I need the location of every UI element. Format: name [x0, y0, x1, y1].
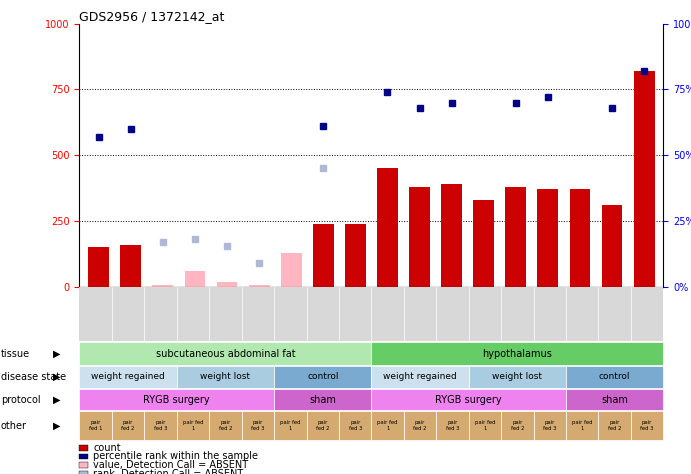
Text: pair
fed 3: pair fed 3	[543, 420, 556, 431]
Text: ▶: ▶	[53, 420, 60, 431]
Text: pair fed
1: pair fed 1	[182, 420, 203, 431]
Text: pair
fed 2: pair fed 2	[608, 420, 621, 431]
Text: control: control	[307, 373, 339, 381]
Text: pair
fed 3: pair fed 3	[641, 420, 654, 431]
Bar	[120, 245, 141, 287]
Text: pair
fed 1: pair fed 1	[89, 420, 102, 431]
Bar	[377, 168, 398, 287]
Bar	[505, 187, 527, 287]
Bar	[569, 190, 590, 287]
Bar	[473, 200, 494, 287]
Text: pair
fed 3: pair fed 3	[252, 420, 265, 431]
Text: ▶: ▶	[53, 348, 60, 359]
Text: pair
fed 2: pair fed 2	[413, 420, 427, 431]
Text: subcutaneous abdominal fat: subcutaneous abdominal fat	[155, 348, 295, 359]
Text: RYGB surgery: RYGB surgery	[144, 394, 210, 405]
Text: hypothalamus: hypothalamus	[482, 348, 552, 359]
Bar	[313, 224, 334, 287]
Text: pair
fed 2: pair fed 2	[218, 420, 232, 431]
Text: protocol: protocol	[1, 394, 40, 405]
Text: pair
fed 3: pair fed 3	[154, 420, 167, 431]
Bar	[216, 282, 238, 287]
Text: control: control	[599, 373, 630, 381]
Text: value, Detection Call = ABSENT: value, Detection Call = ABSENT	[93, 460, 248, 470]
Text: disease state: disease state	[1, 372, 66, 382]
Text: pair
fed 3: pair fed 3	[446, 420, 460, 431]
Text: RYGB surgery: RYGB surgery	[435, 394, 502, 405]
Bar	[441, 184, 462, 287]
Text: pair fed
1: pair fed 1	[377, 420, 398, 431]
Text: pair fed
1: pair fed 1	[280, 420, 301, 431]
Text: pair
fed 2: pair fed 2	[316, 420, 330, 431]
Bar	[153, 285, 173, 287]
Bar	[249, 285, 269, 287]
Text: pair
fed 2: pair fed 2	[511, 420, 524, 431]
Text: ▶: ▶	[53, 394, 60, 405]
Text: pair
fed 3: pair fed 3	[348, 420, 362, 431]
Text: weight lost: weight lost	[493, 373, 542, 381]
Text: ▶: ▶	[53, 372, 60, 382]
Bar	[281, 253, 302, 287]
Bar	[345, 224, 366, 287]
Bar	[634, 71, 654, 287]
Text: rank, Detection Call = ABSENT: rank, Detection Call = ABSENT	[93, 468, 243, 474]
Text: tissue: tissue	[1, 348, 30, 359]
Bar	[409, 187, 430, 287]
Text: other: other	[1, 420, 27, 431]
Text: weight regained: weight regained	[91, 373, 165, 381]
Text: sham: sham	[601, 394, 628, 405]
Text: sham: sham	[310, 394, 337, 405]
Text: pair fed
1: pair fed 1	[572, 420, 592, 431]
Bar	[602, 205, 623, 287]
Text: pair fed
1: pair fed 1	[475, 420, 495, 431]
Bar	[88, 247, 109, 287]
Bar	[538, 190, 558, 287]
Text: percentile rank within the sample: percentile rank within the sample	[93, 451, 258, 462]
Text: GDS2956 / 1372142_at: GDS2956 / 1372142_at	[79, 9, 225, 23]
Text: weight regained: weight regained	[384, 373, 457, 381]
Text: weight lost: weight lost	[200, 373, 250, 381]
Bar	[184, 271, 205, 287]
Text: count: count	[93, 443, 121, 453]
Text: pair
fed 2: pair fed 2	[122, 420, 135, 431]
